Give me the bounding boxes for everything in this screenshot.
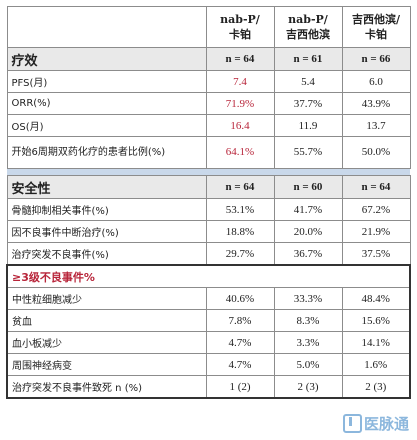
- row-label: 骨髓抑制相关事件(%): [6, 198, 207, 221]
- separator-cell: [7, 168, 206, 176]
- cell-value: 13.7: [341, 114, 411, 137]
- safety-n: n = 60: [273, 175, 343, 199]
- cell-value: 33.3%: [273, 287, 343, 310]
- header-row: nab-P/ 卡铂 nab-P/ 吉西他滨 吉西他滨/ 卡铂: [6, 6, 411, 48]
- cell-value: 18.8%: [205, 220, 275, 243]
- table-row: 贫血 7.8% 8.3% 15.6%: [6, 309, 411, 332]
- cell-value: 11.9: [273, 114, 343, 137]
- row-label: 治疗突发不良事件致死 n (%): [6, 375, 207, 399]
- cell-value: 7.4: [205, 70, 275, 93]
- table-row: 治疗突发不良事件致死 n (%) 1 (2) 2 (3) 2 (3): [6, 375, 411, 399]
- cell-value: 55.7%: [273, 136, 343, 169]
- header-gemcitabine-carboplatin: 吉西他滨/ 卡铂: [341, 6, 411, 48]
- cell-value: 21.9%: [341, 220, 411, 243]
- header-nabp-gemcitabine: nab-P/ 吉西他滨: [273, 6, 343, 48]
- cell-value: 64.1%: [205, 136, 275, 169]
- cell-value: 43.9%: [341, 92, 411, 115]
- cell-value: 5.4: [273, 70, 343, 93]
- table-row: 中性粒细胞减少 40.6% 33.3% 48.4%: [6, 287, 411, 310]
- table-row: 因不良事件中断治疗(%) 18.8% 20.0% 21.9%: [6, 220, 411, 243]
- row-label: PFS(月): [6, 70, 207, 93]
- cell-value: 15.6%: [341, 309, 411, 332]
- efficacy-title: 疗效: [6, 47, 207, 71]
- separator-cell: [206, 168, 274, 176]
- cell-value: 41.7%: [273, 198, 343, 221]
- safety-title: 安全性: [6, 175, 207, 199]
- cell-value: 67.2%: [341, 198, 411, 221]
- grade3-title-row: ≥3级不良事件%: [6, 264, 411, 288]
- cell-value: 16.4: [205, 114, 275, 137]
- table-row: 治疗突发不良事件(%) 29.7% 36.7% 37.5%: [6, 242, 411, 266]
- table-row: 周围神经病变 4.7% 5.0% 1.6%: [6, 353, 411, 376]
- header-nabp-carboplatin: nab-P/ 卡铂: [205, 6, 275, 48]
- cell-value: 4.7%: [205, 331, 275, 354]
- cell-value: 36.7%: [273, 242, 343, 266]
- cell-value: 14.1%: [341, 331, 411, 354]
- cell-value: 53.1%: [205, 198, 275, 221]
- watermark-text: 医脉通: [363, 415, 409, 433]
- cell-value: 37.5%: [341, 242, 411, 266]
- cell-value: 50.0%: [341, 136, 411, 169]
- table-row: 血小板减少 4.7% 3.3% 14.1%: [6, 331, 411, 354]
- cell-value: 29.7%: [205, 242, 275, 266]
- safety-n: n = 64: [205, 175, 275, 199]
- logo-icon: [342, 414, 362, 433]
- cell-value: 71.9%: [205, 92, 275, 115]
- row-label: 中性粒细胞减少: [6, 287, 207, 310]
- cell-value: 37.7%: [273, 92, 343, 115]
- table-row: PFS(月) 7.4 5.4 6.0: [6, 70, 411, 93]
- row-label: 因不良事件中断治疗(%): [6, 220, 207, 243]
- table-row: OS(月) 16.4 11.9 13.7: [6, 114, 411, 137]
- cell-value: 8.3%: [273, 309, 343, 332]
- grade3-title: ≥3级不良事件%: [6, 264, 411, 288]
- cell-value: 3.3%: [273, 331, 343, 354]
- row-label: 周围神经病变: [6, 353, 207, 376]
- cell-value: 6.0: [341, 70, 411, 93]
- cell-value: 2 (3): [341, 375, 411, 399]
- section-separator: [7, 168, 410, 176]
- efficacy-n: n = 61: [273, 47, 343, 71]
- cell-value: 48.4%: [341, 287, 411, 310]
- table-row: 骨髓抑制相关事件(%) 53.1% 41.7% 67.2%: [6, 198, 411, 221]
- separator-cell: [274, 168, 342, 176]
- cell-value: 1.6%: [341, 353, 411, 376]
- row-label: 开始6周期双药化疗的患者比例(%): [6, 136, 207, 169]
- cell-value: 2 (3): [273, 375, 343, 399]
- safety-section-row: 安全性 n = 64 n = 60 n = 64: [6, 175, 411, 199]
- table-row: ORR(%) 71.9% 37.7% 43.9%: [6, 92, 411, 115]
- cell-value: 7.8%: [205, 309, 275, 332]
- cell-value: 40.6%: [205, 287, 275, 310]
- cell-value: 4.7%: [205, 353, 275, 376]
- table-row: 开始6周期双药化疗的患者比例(%) 64.1% 55.7% 50.0%: [6, 136, 411, 169]
- efficacy-n: n = 64: [205, 47, 275, 71]
- separator-cell: [342, 168, 410, 176]
- row-label: OS(月): [6, 114, 207, 137]
- results-table: nab-P/ 卡铂 nab-P/ 吉西他滨 吉西他滨/ 卡铂 疗效 n = 64…: [6, 6, 411, 399]
- cell-value: 1 (2): [205, 375, 275, 399]
- cell-value: 5.0%: [273, 353, 343, 376]
- watermark: 医脉通: [342, 413, 409, 434]
- row-label: ORR(%): [6, 92, 207, 115]
- row-label: 血小板减少: [6, 331, 207, 354]
- row-label: 治疗突发不良事件(%): [6, 242, 207, 266]
- cell-value: 20.0%: [273, 220, 343, 243]
- row-label: 贫血: [6, 309, 207, 332]
- efficacy-section-row: 疗效 n = 64 n = 61 n = 66: [6, 47, 411, 71]
- header-blank: [6, 6, 207, 48]
- safety-n: n = 64: [341, 175, 411, 199]
- efficacy-n: n = 66: [341, 47, 411, 71]
